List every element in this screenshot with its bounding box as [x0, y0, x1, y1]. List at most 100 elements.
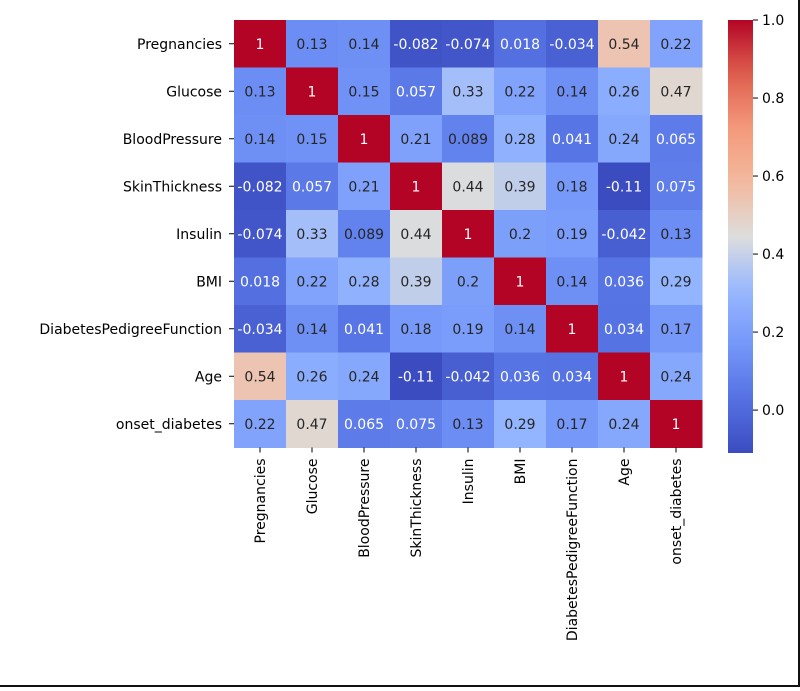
cell-value-label: 0.24 — [608, 417, 639, 433]
cell-value-label: 0.034 — [552, 369, 592, 385]
heatmap-cell — [494, 257, 547, 306]
cell-value-label: 0.24 — [608, 132, 639, 148]
cell-value-label: 0.17 — [660, 322, 691, 338]
heatmap-cell — [546, 257, 599, 306]
cell-value-label: 1 — [516, 274, 525, 290]
x-tick-label: Insulin — [461, 459, 477, 505]
heatmap-cell — [390, 257, 443, 306]
cell-value-label: 0.2 — [509, 227, 531, 243]
cell-value-label: -0.034 — [237, 322, 282, 338]
cell-value-label: 0.22 — [504, 84, 535, 100]
heatmap-cell — [338, 115, 391, 163]
cell-value-label: 1 — [412, 179, 421, 195]
heatmap-cell — [286, 162, 339, 211]
cell-value-label: 0.28 — [348, 274, 379, 290]
heatmap-cell — [390, 352, 443, 401]
cell-value-label: 0.036 — [604, 274, 644, 290]
colorbar-tick-label: 0.6 — [762, 169, 784, 185]
cell-value-label: 0.065 — [656, 132, 696, 148]
cell-value-label: -0.034 — [549, 37, 594, 53]
colorbar-tick-label: 1.0 — [762, 13, 784, 29]
heatmap-cell — [598, 115, 651, 163]
x-axis: Pregnancies Glucose BloodPressure SkinThick… — [253, 447, 685, 642]
cell-value-label: 0.39 — [504, 179, 535, 195]
heatmap-cell — [390, 400, 443, 448]
heatmap-cell — [286, 210, 339, 258]
cell-value-label: 0.39 — [400, 274, 431, 290]
heatmap-cell — [338, 20, 391, 68]
heatmap-cell — [598, 20, 651, 68]
cell-value-label: -0.074 — [237, 227, 282, 243]
y-tick-label: SkinThickness — [123, 179, 222, 195]
colorbar-tick-label: 0.4 — [762, 247, 784, 263]
heatmap-cell — [338, 352, 391, 401]
heatmap-cell — [650, 210, 703, 258]
heatmap-cell — [650, 257, 703, 306]
cell-value-label: -0.042 — [445, 369, 490, 385]
y-tick-label: BMI — [196, 274, 222, 290]
cell-value-label: 0.075 — [396, 417, 436, 433]
heatmap-cell — [442, 67, 495, 116]
cell-value-label: 0.2 — [457, 274, 479, 290]
cell-value-label: 1 — [464, 227, 473, 243]
heatmap-cell — [546, 67, 599, 116]
heatmap-cell — [442, 115, 495, 163]
heatmap-cell — [234, 67, 287, 116]
heatmap-cell — [286, 352, 339, 401]
heatmap-cell — [650, 162, 703, 211]
heatmap-cell — [338, 257, 391, 306]
heatmap-cell — [442, 352, 495, 401]
cell-value-label: 0.18 — [400, 322, 431, 338]
cell-value-label: -0.11 — [606, 179, 642, 195]
cell-value-label: 0.33 — [296, 227, 327, 243]
x-tick-label: DiabetesPedigreeFunction — [565, 459, 581, 642]
cell-value-label: 1 — [672, 417, 681, 433]
heatmap-cell — [338, 67, 391, 116]
heatmap-cell — [234, 305, 287, 353]
y-axis: Pregnancies Glucose BloodPressure SkinThick… — [39, 37, 234, 433]
heatmap-cell — [442, 162, 495, 211]
heatmap-cell — [286, 400, 339, 448]
heatmap-cell — [650, 67, 703, 116]
y-tick-label: DiabetesPedigreeFunction — [39, 322, 222, 338]
heatmap-cell — [546, 162, 599, 211]
heatmap-cell — [442, 210, 495, 258]
heatmap-cell — [234, 400, 287, 448]
cell-annotations: 1 0.13 0.14 -0.082 -0.074 0.018 -0.034 0.54 0.22… — [237, 37, 696, 433]
heatmap-cell — [650, 352, 703, 401]
heatmap-cell — [234, 115, 287, 163]
heatmap-cell — [234, 257, 287, 306]
heatmap-cell — [598, 352, 651, 401]
x-tick-label: SkinThickness — [409, 459, 425, 558]
heatmap-cell — [442, 400, 495, 448]
cell-value-label: 0.54 — [244, 369, 275, 385]
cell-value-label: 0.28 — [504, 132, 535, 148]
cell-value-label: 0.089 — [344, 227, 384, 243]
cell-value-label: 0.21 — [348, 179, 379, 195]
x-tick-label: Glucose — [305, 459, 321, 515]
cell-value-label: 0.089 — [448, 132, 488, 148]
cell-value-label: 0.21 — [400, 132, 431, 148]
heatmap-cell — [598, 210, 651, 258]
cell-value-label: 0.13 — [452, 417, 483, 433]
colorbar-gradient — [728, 20, 753, 453]
cell-value-label: 0.14 — [504, 322, 535, 338]
cell-value-label: 0.24 — [348, 369, 379, 385]
colorbar-tick-label: 0.0 — [762, 403, 784, 419]
heatmap-cell — [494, 115, 547, 163]
heatmap-cell — [390, 20, 443, 68]
cell-value-label: 0.29 — [660, 274, 691, 290]
cell-value-label: 0.24 — [660, 369, 691, 385]
cell-value-label: 1 — [308, 84, 317, 100]
cell-value-label: 0.14 — [348, 37, 379, 53]
heatmap-cell — [390, 67, 443, 116]
heatmap-cell — [442, 20, 495, 68]
cell-value-label: 0.22 — [244, 417, 275, 433]
cell-value-label: 0.018 — [500, 37, 540, 53]
heatmap-cell — [546, 400, 599, 448]
cell-value-label: 0.034 — [604, 322, 644, 338]
heatmap-cell — [338, 400, 391, 448]
cell-value-label: 0.14 — [244, 132, 275, 148]
